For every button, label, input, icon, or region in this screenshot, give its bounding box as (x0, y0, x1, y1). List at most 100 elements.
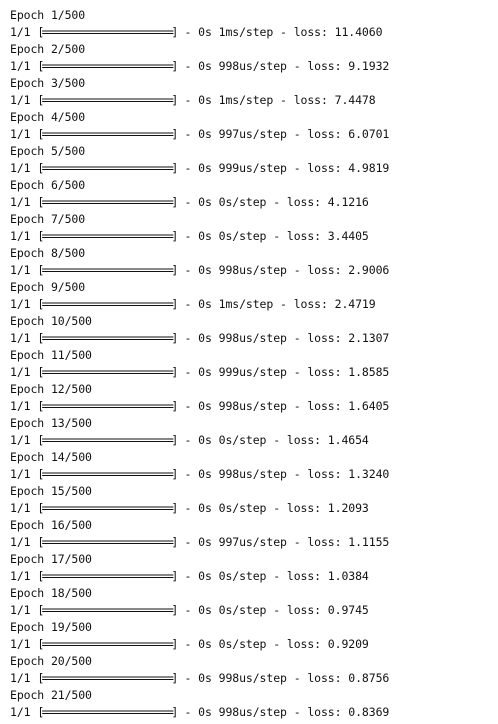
loss-value: - loss: 1.6405 (293, 399, 390, 413)
loss-value: - loss: 2.1307 (293, 331, 390, 345)
batch-counter: 1/1 (10, 501, 31, 515)
step-time: - 0s 1ms/step (184, 93, 274, 107)
progress-line: 1/1 [==============================] - 0… (10, 160, 496, 177)
step-time: - 0s 0s/step (184, 229, 267, 243)
progress-bar: [==============================] (37, 161, 178, 175)
epoch-header: Epoch 2/500 (10, 42, 86, 56)
loss-value: - loss: 9.1932 (293, 59, 390, 73)
batch-counter: 1/1 (10, 331, 31, 345)
loss-value: - loss: 0.9745 (273, 603, 369, 617)
progress-line: 1/1 [==============================] - 0… (10, 126, 496, 143)
step-time: - 0s 0s/step (184, 637, 267, 651)
progress-bar: [==============================] (37, 501, 178, 515)
batch-counter: 1/1 (10, 603, 31, 617)
epoch-header: Epoch 1/500 (10, 8, 86, 22)
batch-counter: 1/1 (10, 59, 31, 73)
step-time: - 0s 0s/step (184, 195, 267, 209)
progress-line: 1/1 [==============================] - 0… (10, 194, 496, 211)
epoch-header: Epoch 3/500 (10, 76, 86, 90)
progress-bar: [==============================] (37, 433, 178, 447)
step-time: - 0s 998us/step (184, 467, 287, 481)
progress-bar: [==============================] (37, 365, 178, 379)
batch-counter: 1/1 (10, 127, 31, 141)
progress-line: 1/1 [==============================] - 0… (10, 602, 496, 619)
loss-value: - loss: 3.4405 (273, 229, 369, 243)
progress-bar: [==============================] (37, 705, 178, 719)
epoch-header: Epoch 5/500 (10, 144, 86, 158)
progress-bar: [==============================] (37, 637, 178, 651)
loss-value: - loss: 0.9209 (273, 637, 369, 651)
epoch-header: Epoch 12/500 (10, 382, 92, 396)
step-time: - 0s 998us/step (184, 705, 287, 719)
step-time: - 0s 1ms/step (184, 297, 274, 311)
progress-line: 1/1 [==============================] - 0… (10, 568, 496, 585)
step-time: - 0s 999us/step (184, 365, 287, 379)
epoch-header: Epoch 21/500 (10, 688, 92, 702)
loss-value: - loss: 1.2093 (273, 501, 369, 515)
loss-value: - loss: 2.9006 (293, 263, 390, 277)
epoch-header: Epoch 10/500 (10, 314, 92, 328)
step-time: - 0s 0s/step (184, 569, 267, 583)
step-time: - 0s 998us/step (184, 263, 287, 277)
loss-value: - loss: 4.1216 (273, 195, 369, 209)
batch-counter: 1/1 (10, 93, 31, 107)
batch-counter: 1/1 (10, 637, 31, 651)
batch-counter: 1/1 (10, 467, 31, 481)
progress-line: 1/1 [==============================] - 0… (10, 228, 496, 245)
batch-counter: 1/1 (10, 229, 31, 243)
progress-line: 1/1 [==============================] - 0… (10, 466, 496, 483)
loss-value: - loss: 7.4478 (280, 93, 376, 107)
batch-counter: 1/1 (10, 25, 31, 39)
step-time: - 0s 0s/step (184, 603, 267, 617)
loss-value: - loss: 1.3240 (293, 467, 390, 481)
progress-bar: [==============================] (37, 331, 178, 345)
progress-line: 1/1 [==============================] - 0… (10, 58, 496, 75)
progress-bar: [==============================] (37, 297, 178, 311)
loss-value: - loss: 1.0384 (273, 569, 369, 583)
progress-bar: [==============================] (37, 93, 178, 107)
progress-line: 1/1 [==============================] - 0… (10, 364, 496, 381)
batch-counter: 1/1 (10, 705, 31, 719)
progress-bar: [==============================] (37, 229, 178, 243)
batch-counter: 1/1 (10, 195, 31, 209)
loss-value: - loss: 11.4060 (280, 25, 383, 39)
epoch-header: Epoch 7/500 (10, 212, 86, 226)
batch-counter: 1/1 (10, 569, 31, 583)
progress-line: 1/1 [==============================] - 0… (10, 398, 496, 415)
progress-bar: [==============================] (37, 25, 178, 39)
step-time: - 0s 998us/step (184, 399, 287, 413)
epoch-header: Epoch 20/500 (10, 654, 92, 668)
step-time: - 0s 998us/step (184, 59, 287, 73)
epoch-header: Epoch 22/500 (10, 721, 496, 724)
epoch-header: Epoch 14/500 (10, 450, 92, 464)
loss-value: - loss: 1.8585 (293, 365, 390, 379)
epoch-header: Epoch 19/500 (10, 620, 92, 634)
progress-bar: [==============================] (37, 59, 178, 73)
batch-counter: 1/1 (10, 433, 31, 447)
batch-counter: 1/1 (10, 297, 31, 311)
progress-bar: [==============================] (37, 195, 178, 209)
epoch-header: Epoch 15/500 (10, 484, 92, 498)
progress-bar: [==============================] (37, 671, 178, 685)
loss-value: - loss: 2.4719 (280, 297, 376, 311)
step-time: - 0s 1ms/step (184, 25, 274, 39)
progress-line: 1/1 [==============================] - 0… (10, 296, 496, 313)
loss-value: - loss: 0.8756 (293, 671, 390, 685)
progress-line: 1/1 [==============================] - 0… (10, 330, 496, 347)
epoch-header: Epoch 18/500 (10, 586, 92, 600)
epoch-header: Epoch 6/500 (10, 178, 86, 192)
loss-value: - loss: 1.4654 (273, 433, 369, 447)
step-time: - 0s 998us/step (184, 331, 287, 345)
progress-bar: [==============================] (37, 127, 178, 141)
progress-line: 1/1 [==============================] - 0… (10, 704, 496, 721)
progress-line: 1/1 [==============================] - 0… (10, 92, 496, 109)
progress-line: 1/1 [==============================] - 0… (10, 670, 496, 687)
batch-counter: 1/1 (10, 365, 31, 379)
progress-bar: [==============================] (37, 467, 178, 481)
epoch-header: Epoch 17/500 (10, 552, 92, 566)
training-log: Epoch 1/500 1/1 [========================… (10, 7, 496, 724)
step-time: - 0s 0s/step (184, 501, 267, 515)
epoch-header: Epoch 9/500 (10, 280, 86, 294)
epoch-header: Epoch 13/500 (10, 416, 92, 430)
